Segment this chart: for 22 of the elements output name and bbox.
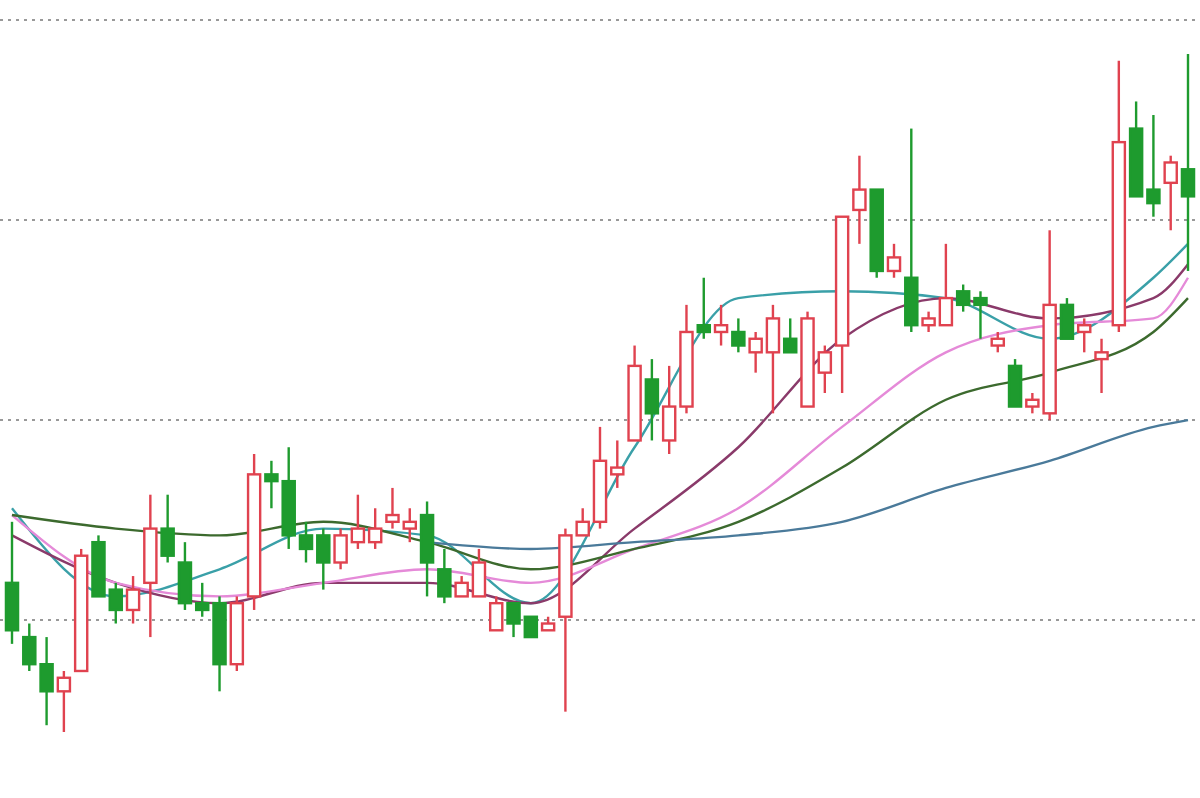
candlestick <box>696 276 712 340</box>
candlestick <box>713 303 729 347</box>
candlestick <box>1059 296 1075 340</box>
candlestick <box>644 357 660 442</box>
candlestick <box>488 595 504 632</box>
candlestick <box>1076 317 1092 354</box>
candlestick <box>125 574 141 625</box>
candlestick <box>782 317 798 354</box>
candlestick <box>886 242 902 279</box>
candlestick <box>1007 357 1023 408</box>
candlestick <box>1180 52 1196 273</box>
candlestick <box>160 493 175 564</box>
candlestick <box>4 520 20 646</box>
candlestick <box>419 500 435 598</box>
candlestick <box>852 154 867 246</box>
candlestick <box>731 317 746 354</box>
candlestick <box>56 669 72 734</box>
candlestick <box>990 330 1006 354</box>
candlestick <box>1163 154 1178 232</box>
candlestick <box>1094 337 1109 395</box>
candlestick <box>437 547 452 605</box>
candlestick <box>904 127 919 334</box>
